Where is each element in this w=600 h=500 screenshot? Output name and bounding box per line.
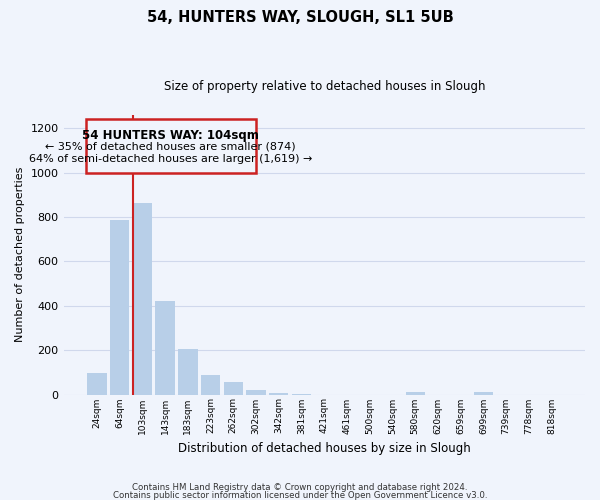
Bar [87, 374, 107, 394]
Bar [201, 375, 220, 394]
Bar [474, 392, 493, 394]
Bar [406, 392, 425, 394]
Bar [224, 382, 243, 394]
Text: Contains public sector information licensed under the Open Government Licence v3: Contains public sector information licen… [113, 491, 487, 500]
Y-axis label: Number of detached properties: Number of detached properties [15, 167, 25, 342]
FancyBboxPatch shape [86, 120, 256, 172]
Text: 54, HUNTERS WAY, SLOUGH, SL1 5UB: 54, HUNTERS WAY, SLOUGH, SL1 5UB [146, 10, 454, 25]
Bar [178, 349, 197, 395]
Text: Contains HM Land Registry data © Crown copyright and database right 2024.: Contains HM Land Registry data © Crown c… [132, 484, 468, 492]
Bar [133, 202, 152, 394]
Bar [269, 392, 289, 394]
Title: Size of property relative to detached houses in Slough: Size of property relative to detached ho… [164, 80, 485, 93]
Text: 64% of semi-detached houses are larger (1,619) →: 64% of semi-detached houses are larger (… [29, 154, 313, 164]
Bar [247, 390, 266, 394]
Bar [155, 302, 175, 394]
Text: ← 35% of detached houses are smaller (874): ← 35% of detached houses are smaller (87… [46, 142, 296, 152]
Text: 54 HUNTERS WAY: 104sqm: 54 HUNTERS WAY: 104sqm [82, 130, 259, 142]
X-axis label: Distribution of detached houses by size in Slough: Distribution of detached houses by size … [178, 442, 470, 455]
Bar [110, 220, 130, 394]
